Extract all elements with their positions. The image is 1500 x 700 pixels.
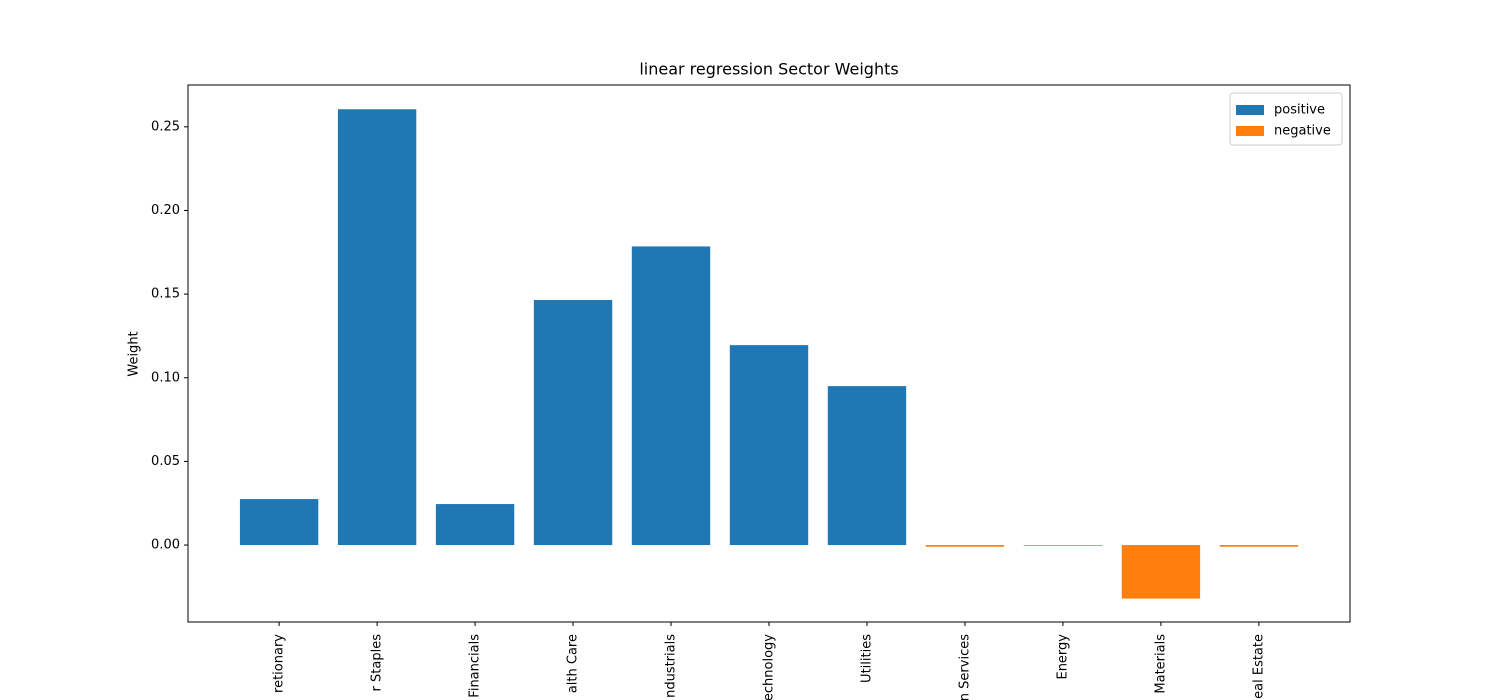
bar bbox=[533, 299, 613, 546]
x-tick-label: eal Estate bbox=[1251, 634, 1266, 699]
x-tick-label: Financials bbox=[468, 634, 483, 698]
bar bbox=[337, 109, 417, 546]
y-tick-label: 0.00 bbox=[151, 538, 180, 553]
x-tick-label: Materials bbox=[1153, 634, 1168, 694]
bar bbox=[1219, 545, 1299, 547]
chart-title: linear regression Sector Weights bbox=[639, 60, 898, 79]
x-tick-label: alth Care bbox=[566, 634, 581, 693]
x-tick-label: Energy bbox=[1055, 634, 1070, 680]
bar bbox=[1121, 545, 1201, 599]
legend: positive negative bbox=[1229, 92, 1343, 146]
x-tick-label: n Services bbox=[957, 634, 972, 700]
y-tick-label: 0.15 bbox=[151, 287, 180, 302]
bar bbox=[729, 345, 809, 546]
y-axis-label: Weight bbox=[127, 331, 142, 376]
y-tick-label: 0.10 bbox=[151, 370, 180, 385]
x-tick-label: r Staples bbox=[370, 634, 385, 692]
bar bbox=[435, 504, 515, 546]
bar bbox=[925, 545, 1005, 547]
bar bbox=[631, 246, 711, 546]
plot-frame bbox=[187, 84, 1351, 623]
x-tick-label: echnology bbox=[762, 634, 777, 700]
bar bbox=[1023, 545, 1103, 546]
legend-label: negative bbox=[1274, 124, 1331, 139]
legend-swatch bbox=[1236, 105, 1264, 115]
x-tick-label: Utilities bbox=[859, 634, 874, 683]
legend-label: positive bbox=[1274, 103, 1325, 118]
y-tick-label: 0.05 bbox=[151, 454, 180, 469]
x-tick-label: ndustrials bbox=[664, 634, 679, 698]
bar bbox=[239, 499, 319, 546]
x-tick-label: retionary bbox=[272, 634, 287, 693]
bar bbox=[827, 386, 907, 546]
legend-swatch bbox=[1236, 126, 1264, 136]
y-tick-label: 0.20 bbox=[151, 203, 180, 218]
y-tick-label: 0.25 bbox=[151, 119, 180, 134]
